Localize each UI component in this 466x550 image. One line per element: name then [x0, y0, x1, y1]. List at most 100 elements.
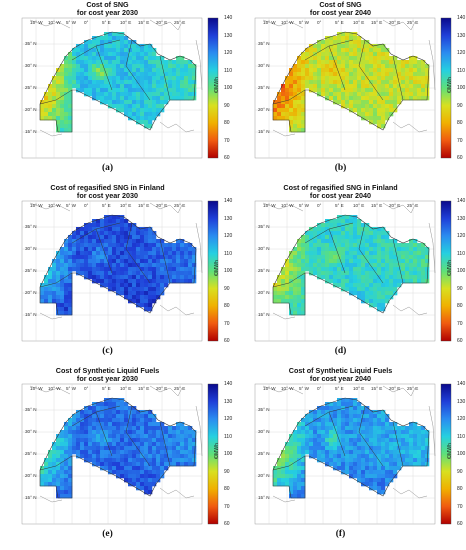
cost-cell	[377, 64, 382, 69]
longitude-label: 15° E	[371, 20, 383, 25]
cost-cell	[417, 446, 422, 451]
cost-cell	[321, 239, 326, 244]
cost-cell	[140, 92, 145, 97]
cost-cell	[337, 227, 342, 232]
cost-cell	[128, 271, 133, 276]
cost-cell	[60, 104, 65, 109]
cost-cell	[148, 478, 153, 483]
cost-cell	[281, 295, 286, 300]
cost-cell	[60, 76, 65, 81]
cost-cell	[192, 430, 197, 435]
cost-cell	[361, 223, 366, 228]
cost-cell	[128, 478, 133, 483]
cost-cell	[305, 426, 310, 431]
cost-cell	[44, 96, 49, 101]
cost-cell	[148, 112, 153, 117]
cost-cell	[417, 259, 422, 264]
cost-cell	[144, 418, 149, 423]
cost-cell	[176, 450, 181, 455]
cost-cell	[160, 438, 165, 443]
cost-cell	[176, 92, 181, 97]
cost-cell	[120, 287, 125, 292]
cost-cell	[273, 100, 278, 105]
colorbar-tick: 90	[457, 285, 463, 292]
cost-cell	[136, 263, 141, 268]
cost-cell	[329, 247, 334, 252]
cost-cell	[144, 64, 149, 69]
cost-cell	[417, 247, 422, 252]
cost-cell	[425, 271, 430, 276]
cost-cell	[64, 68, 69, 73]
cost-cell	[301, 128, 306, 133]
cost-cell	[128, 410, 133, 415]
cost-cell	[124, 470, 129, 475]
cost-cell	[104, 462, 109, 467]
cost-cell	[84, 406, 89, 411]
cost-cell	[329, 64, 334, 69]
cost-cell	[421, 434, 426, 439]
coastline	[272, 495, 296, 503]
cost-cell	[381, 470, 386, 475]
cost-cell	[88, 56, 93, 61]
cost-cell	[104, 414, 109, 419]
cost-cell	[297, 64, 302, 69]
cost-cell	[377, 446, 382, 451]
cost-cell	[409, 422, 414, 427]
cost-cell	[120, 247, 125, 252]
cost-cell	[108, 283, 113, 288]
cost-cell	[397, 454, 402, 459]
cost-cell	[285, 108, 290, 113]
cost-cell	[148, 271, 153, 276]
cost-cell	[305, 48, 310, 53]
cost-cell	[120, 219, 125, 224]
cost-cell	[285, 462, 290, 467]
cost-cell	[309, 60, 314, 65]
cost-cell	[273, 478, 278, 483]
cost-cell	[144, 462, 149, 467]
cost-cell	[337, 64, 342, 69]
cost-cell	[401, 462, 406, 467]
cost-cell	[413, 64, 418, 69]
cost-cell	[108, 60, 113, 65]
cost-cell	[116, 219, 121, 224]
cost-cell	[72, 263, 77, 268]
cost-cell	[349, 255, 354, 260]
cost-cell	[124, 263, 129, 268]
cost-cell	[397, 426, 402, 431]
cost-cell	[285, 88, 290, 93]
cost-cell	[409, 88, 414, 93]
cost-cell	[84, 68, 89, 73]
cost-cell	[329, 450, 334, 455]
cost-cell	[313, 243, 318, 248]
cost-cell	[56, 303, 61, 308]
cost-cell	[361, 275, 366, 280]
cost-cell	[305, 60, 310, 65]
cost-cell	[124, 235, 129, 240]
cost-cell	[309, 88, 314, 93]
cost-cell	[361, 239, 366, 244]
cost-cell	[301, 434, 306, 439]
cost-cell	[309, 247, 314, 252]
cost-cell	[317, 52, 322, 57]
cost-cell	[116, 227, 121, 232]
cost-cell	[84, 48, 89, 53]
cost-cell	[72, 422, 77, 427]
coastline	[29, 385, 71, 395]
cost-cell	[401, 259, 406, 264]
cost-cell	[116, 52, 121, 57]
cost-cell	[116, 48, 121, 53]
cost-cell	[297, 259, 302, 264]
cost-cell	[164, 243, 169, 248]
cost-cell	[152, 430, 157, 435]
cost-cell	[373, 299, 378, 304]
cost-cell	[120, 88, 125, 93]
cost-cell	[361, 450, 366, 455]
cost-cell	[289, 68, 294, 73]
cost-cell	[144, 474, 149, 479]
cost-cell	[369, 267, 374, 272]
cost-cell	[385, 482, 390, 487]
cost-cell	[128, 64, 133, 69]
cost-cell	[361, 263, 366, 268]
cost-cell	[60, 64, 65, 69]
cost-cell	[273, 116, 278, 121]
